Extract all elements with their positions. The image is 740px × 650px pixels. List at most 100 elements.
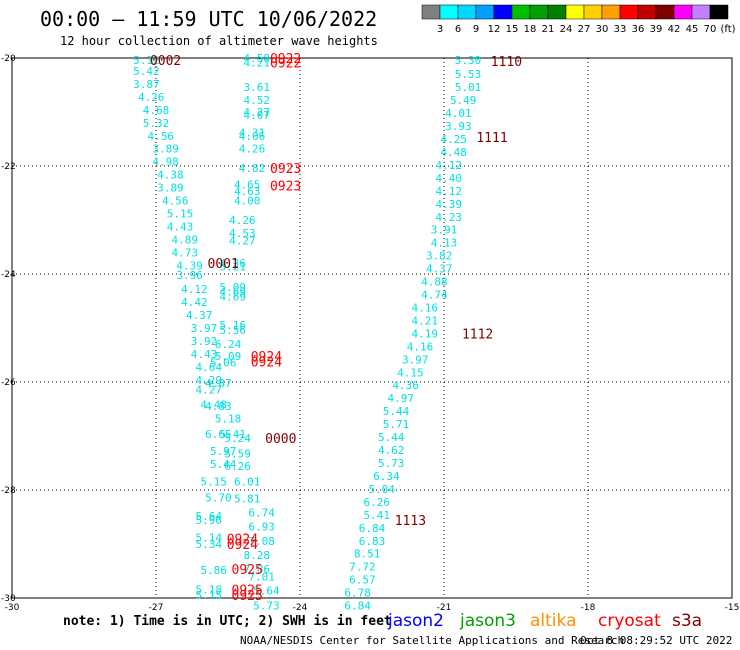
colorbar-swatch [709, 4, 729, 20]
wave-height-value: 4.16 [412, 301, 439, 314]
colorbar-label: 12 [488, 24, 501, 35]
wave-height-value: 5.12 [133, 54, 160, 67]
wave-height-value: 8.51 [354, 548, 381, 561]
wave-height-labels: 5.125.423.874.264.685.324.563.894.984.38… [133, 52, 481, 613]
wave-height-value: 4.89 [172, 233, 199, 246]
colorbar-label: 3 [437, 24, 443, 35]
pass-time-label: 1112 [462, 327, 493, 342]
wave-height-value: 7.01 [248, 570, 275, 583]
legend-jason3: jason3 [459, 611, 516, 631]
wave-height-value: 4.25 [440, 133, 467, 146]
wave-height-value: 4.83 [205, 400, 232, 413]
wave-height-value: 3.97 [191, 322, 218, 335]
wave-height-value: 6.74 [248, 507, 275, 520]
colorbar-label: 9 [473, 24, 479, 35]
colorbar-label: 18 [524, 24, 537, 35]
wave-height-value: 6.26 [224, 460, 251, 473]
wave-height-value: 4.56 [148, 130, 175, 143]
wave-height-value: 4.64 [196, 361, 223, 374]
legend-cryosat: cryosat [598, 611, 661, 631]
wave-height-value: 4.29 [196, 374, 223, 387]
wave-height-value: 4.36 [392, 379, 419, 392]
colorbar-swatch [583, 4, 603, 20]
pass-time-labels: 0002 092209220923092300010924092400000924… [150, 52, 522, 604]
colorbar-swatch [529, 4, 549, 20]
wave-height-value: 5.14 [196, 532, 223, 545]
colorbar-label: 6 [455, 24, 461, 35]
colorbar-swatch [493, 4, 513, 20]
wave-height-value: 4.68 [143, 104, 170, 117]
colorbar-label: (ft) [720, 24, 735, 35]
wave-height-value: 5.53 [455, 68, 482, 81]
wave-height-value: 6.34 [373, 470, 400, 483]
grid-lines [12, 58, 732, 598]
legend-jason2: jason2 [387, 611, 444, 631]
y-tick-label: -22 [1, 162, 16, 172]
pass-time-label: 0001 [208, 257, 239, 272]
colorbar-label: 70 [704, 24, 717, 35]
wave-height-value: 4.87 [205, 377, 232, 390]
wave-height-value: 4.69 [220, 285, 247, 298]
wave-height-value: 4.31 [239, 127, 266, 140]
wave-height-value: 5.49 [450, 94, 477, 107]
pass-time-label: 0925 [232, 589, 263, 604]
wave-height-value: 5.97 [210, 445, 237, 458]
wave-height-value: 4.01 [445, 107, 472, 120]
wave-height-value: 6.78 [344, 587, 371, 600]
axis-tick-labels: -30 -27 -24 -21 -18 -15 -20 -22 -24 -26 -28 -30 [1, 54, 739, 613]
wave-height-value: 4.21 [244, 56, 271, 69]
colorbar-label: 39 [650, 24, 663, 35]
wave-height-value: 5.81 [234, 493, 261, 506]
y-tick-label: -24 [1, 270, 16, 280]
wave-height-value: 5.96 [196, 514, 223, 527]
colorbar-label: 15 [506, 24, 519, 35]
wave-height-value: 4.26 [229, 214, 256, 227]
wave-height-value: 5.15 [167, 208, 194, 221]
wave-height-value: 5.04 [368, 483, 395, 496]
wave-height-value: 4.26 [239, 143, 266, 156]
wave-height-value: 4.23 [436, 211, 463, 224]
plot-area [11, 57, 733, 599]
colorbar-swatch [421, 4, 441, 20]
wave-height-value: 4.43 [191, 348, 218, 361]
colorbar-swatch [655, 4, 675, 20]
wave-height-value: 3.96 [176, 269, 203, 282]
colorbar-legend: 3 6 9 12 15 18 21 24 27 30 33 36 39 42 45 70 (ft) [421, 4, 736, 35]
wave-height-value: 6.01 [234, 475, 261, 488]
wave-height-value: 5.30 [455, 54, 482, 67]
pass-time-label: 0002 [150, 54, 181, 69]
wave-height-value: 5.70 [205, 492, 232, 505]
x-tick-label: -27 [149, 603, 164, 613]
wave-height-value: 3.87 [133, 78, 160, 91]
wave-height-value: 4.43 [167, 220, 194, 233]
colorbar-label: 24 [560, 24, 573, 35]
wave-height-value: 3.61 [244, 81, 271, 94]
colorbar-label: 36 [632, 24, 645, 35]
pass-time-label: 0924 [251, 350, 282, 365]
wave-height-value: 4.27 [244, 106, 271, 119]
y-tick-label: -20 [1, 54, 16, 64]
footer-timestamp: Oct 8 08:29:52 UTC 2022 [580, 634, 732, 647]
pass-time-label: 0924 [227, 538, 258, 553]
wave-height-value: 4.26 [138, 91, 165, 104]
legend-altika: altika [530, 611, 577, 631]
pass-time-label: 0925 [232, 563, 263, 578]
x-tick-label: -15 [725, 603, 740, 613]
wave-height-value: 5.15 [200, 475, 227, 488]
wave-height-value: 7.72 [349, 561, 376, 574]
wave-height-value: 4.42 [181, 296, 208, 309]
colorbar-swatch [637, 4, 657, 20]
wave-height-value: 4.48 [200, 399, 227, 412]
wave-height-value: 4.98 [152, 156, 179, 169]
wave-height-value: 3.91 [431, 224, 458, 237]
chart-subtitle: 12 hour collection of altimeter wave hei… [60, 34, 378, 48]
wave-height-value: 5.18 [215, 413, 242, 426]
wave-height-value: 5.24 [224, 432, 251, 445]
wave-height-value: 5.21 [220, 260, 247, 273]
wave-height-value: 4.40 [436, 172, 463, 185]
wave-height-value: 4.12 [181, 283, 208, 296]
wave-height-value: 6.65 [205, 428, 232, 441]
wave-height-value: 4.39 [436, 198, 463, 211]
colorbar-swatch [601, 4, 621, 20]
wave-height-value: 7.08 [248, 535, 275, 548]
